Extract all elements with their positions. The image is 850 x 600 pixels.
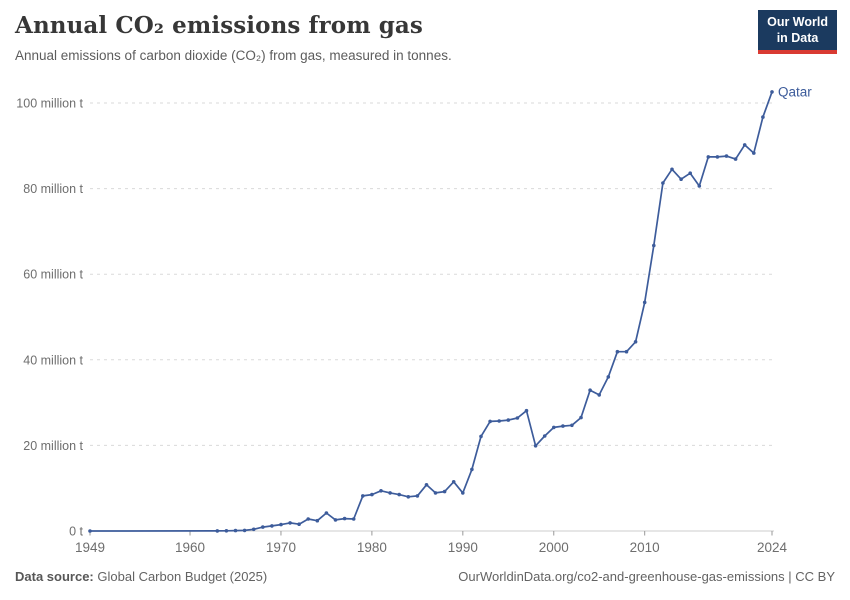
data-point — [561, 424, 565, 428]
data-point — [506, 418, 511, 422]
data-point — [615, 349, 620, 354]
data-source-note: Data source: Global Carbon Budget (2025) — [15, 569, 267, 584]
x-axis-label: 2000 — [539, 540, 569, 555]
x-axis-label: 1990 — [448, 540, 478, 555]
data-point — [433, 491, 438, 495]
data-point — [579, 415, 583, 420]
data-point — [370, 492, 374, 497]
y-axis-label: 100 million t — [16, 97, 83, 111]
data-point — [461, 491, 465, 495]
data-point — [306, 517, 311, 521]
data-point — [315, 518, 320, 523]
data-point — [270, 524, 274, 528]
page-title: Annual CO₂ emissions from gas — [15, 12, 423, 39]
data-source-label: Data source: — [15, 569, 94, 584]
data-point — [333, 518, 338, 522]
x-axis-label: 1949 — [75, 540, 105, 555]
data-point — [761, 115, 765, 119]
owid-logo-line1: Our World — [767, 15, 828, 29]
x-axis-label: 1980 — [357, 540, 387, 555]
series-line — [89, 91, 773, 532]
x-axis-label: 2024 — [757, 540, 788, 555]
x-axis-label: 1970 — [266, 540, 296, 555]
data-point — [679, 177, 683, 181]
data-point — [279, 522, 283, 527]
data-point — [733, 157, 738, 161]
data-point — [661, 181, 665, 185]
data-point — [351, 517, 356, 521]
data-point — [288, 521, 292, 525]
data-point — [324, 511, 329, 515]
data-point — [742, 143, 747, 147]
chart-footer: Data source: Global Carbon Budget (2025)… — [0, 569, 850, 593]
data-point — [524, 408, 529, 413]
data-point — [652, 243, 656, 248]
data-point — [451, 480, 456, 484]
data-point — [251, 527, 256, 532]
owid-logo-line2: in Data — [776, 30, 819, 45]
data-point — [261, 525, 265, 529]
y-axis-label: 40 million t — [23, 353, 83, 367]
data-point — [724, 154, 729, 158]
data-point — [588, 388, 592, 393]
x-axis-label: 1960 — [175, 540, 205, 555]
data-point — [388, 491, 392, 495]
y-axis-label: 0 t — [69, 525, 83, 539]
data-source-value: Global Carbon Budget (2025) — [97, 569, 268, 584]
data-point — [697, 184, 702, 188]
data-point — [688, 171, 692, 175]
data-point — [442, 489, 447, 494]
y-axis-label: 60 million t — [23, 268, 83, 282]
data-point — [479, 434, 483, 439]
data-point — [215, 529, 220, 533]
data-point — [224, 529, 229, 533]
data-point — [752, 151, 756, 155]
data-point — [342, 516, 347, 521]
data-point — [670, 167, 674, 172]
data-point — [642, 300, 647, 305]
data-point — [715, 155, 720, 159]
x-axis-label: 2010 — [630, 540, 660, 555]
data-point — [552, 425, 556, 430]
data-point — [770, 90, 774, 94]
data-point — [415, 494, 420, 498]
data-point — [497, 419, 502, 423]
data-point — [533, 444, 538, 448]
owid-logo: Our World in Data — [758, 10, 837, 55]
chart-subtitle: Annual emissions of carbon dioxide (CO₂)… — [15, 48, 452, 63]
data-point — [470, 467, 474, 472]
y-axis-label: 20 million t — [23, 439, 83, 453]
data-point — [633, 340, 638, 344]
data-point — [488, 419, 492, 424]
data-point — [570, 423, 574, 428]
data-point — [233, 528, 238, 533]
data-point — [606, 375, 611, 379]
data-point — [297, 522, 301, 526]
data-point — [242, 528, 247, 533]
data-point — [542, 434, 547, 438]
data-point — [515, 416, 520, 420]
data-point — [424, 483, 429, 487]
entity-label: Qatar — [778, 84, 812, 99]
data-point — [361, 494, 365, 498]
data-point — [597, 393, 601, 397]
data-point — [88, 529, 92, 533]
license-note: OurWorldinData.org/co2-and-greenhouse-ga… — [458, 569, 835, 584]
y-axis-label: 80 million t — [23, 182, 83, 196]
data-point — [406, 495, 411, 499]
data-point — [379, 489, 383, 493]
data-point — [706, 155, 711, 159]
data-point — [397, 492, 402, 497]
data-point — [624, 349, 629, 354]
